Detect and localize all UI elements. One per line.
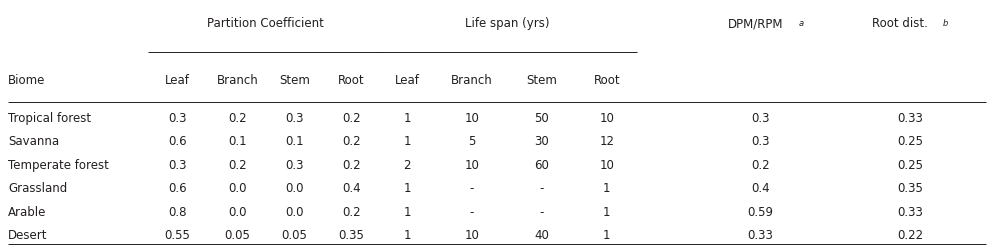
- Text: 0.2: 0.2: [229, 159, 247, 172]
- Text: 0.3: 0.3: [169, 159, 187, 172]
- Text: 0.25: 0.25: [897, 159, 923, 172]
- Text: 1: 1: [603, 182, 611, 195]
- Text: Savanna: Savanna: [8, 135, 59, 148]
- Text: -: -: [470, 206, 474, 219]
- Text: 0.4: 0.4: [751, 182, 769, 195]
- Text: -: -: [540, 182, 544, 195]
- Text: 0.2: 0.2: [342, 112, 360, 125]
- Text: Branch: Branch: [451, 74, 493, 87]
- Text: 0.05: 0.05: [225, 229, 250, 242]
- Text: 0.33: 0.33: [748, 229, 773, 242]
- Text: Stem: Stem: [527, 74, 557, 87]
- Text: 0.0: 0.0: [285, 206, 303, 219]
- Text: 1: 1: [403, 182, 411, 195]
- Text: 50: 50: [535, 112, 549, 125]
- Text: 0.2: 0.2: [342, 159, 360, 172]
- Text: 0.2: 0.2: [342, 135, 360, 148]
- Text: Temperate forest: Temperate forest: [8, 159, 109, 172]
- Text: 5: 5: [468, 135, 476, 148]
- Text: 0.22: 0.22: [897, 229, 923, 242]
- Text: 0.59: 0.59: [748, 206, 773, 219]
- Text: 0.33: 0.33: [897, 112, 923, 125]
- Text: a: a: [798, 19, 803, 28]
- Text: Arable: Arable: [8, 206, 46, 219]
- Text: 0.3: 0.3: [285, 159, 303, 172]
- Text: 0.3: 0.3: [285, 112, 303, 125]
- Text: 0.3: 0.3: [751, 112, 769, 125]
- Text: 0.25: 0.25: [897, 135, 923, 148]
- Text: 0.1: 0.1: [229, 135, 247, 148]
- Text: Root dist.: Root dist.: [872, 17, 928, 30]
- Text: 10: 10: [465, 112, 479, 125]
- Text: 0.35: 0.35: [338, 229, 364, 242]
- Text: 40: 40: [535, 229, 549, 242]
- Text: 1: 1: [603, 206, 611, 219]
- Text: 0.33: 0.33: [897, 206, 923, 219]
- Text: Desert: Desert: [8, 229, 48, 242]
- Text: 0.35: 0.35: [897, 182, 923, 195]
- Text: 30: 30: [535, 135, 549, 148]
- Text: 0.2: 0.2: [342, 206, 360, 219]
- Text: 10: 10: [600, 112, 614, 125]
- Text: -: -: [470, 182, 474, 195]
- Text: 0.1: 0.1: [285, 135, 303, 148]
- Text: 0.0: 0.0: [285, 182, 303, 195]
- Text: 2: 2: [403, 159, 411, 172]
- Text: 0.3: 0.3: [751, 135, 769, 148]
- Text: 0.8: 0.8: [169, 206, 187, 219]
- Text: Stem: Stem: [279, 74, 309, 87]
- Text: b: b: [943, 19, 948, 28]
- Text: 1: 1: [403, 229, 411, 242]
- Text: 0.6: 0.6: [169, 182, 187, 195]
- Text: DPM/RPM: DPM/RPM: [728, 17, 783, 30]
- Text: 0.2: 0.2: [751, 159, 769, 172]
- Text: 0.0: 0.0: [229, 206, 247, 219]
- Text: Leaf: Leaf: [166, 74, 190, 87]
- Text: 1: 1: [403, 112, 411, 125]
- Text: Grassland: Grassland: [8, 182, 67, 195]
- Text: Partition Coefficient: Partition Coefficient: [207, 17, 323, 30]
- Text: -: -: [540, 206, 544, 219]
- Text: 1: 1: [403, 135, 411, 148]
- Text: Root: Root: [594, 74, 620, 87]
- Text: 12: 12: [599, 135, 615, 148]
- Text: Branch: Branch: [217, 74, 258, 87]
- Text: 0.6: 0.6: [169, 135, 187, 148]
- Text: 10: 10: [600, 159, 614, 172]
- Text: Tropical forest: Tropical forest: [8, 112, 91, 125]
- Text: 60: 60: [535, 159, 549, 172]
- Text: 0.3: 0.3: [169, 112, 187, 125]
- Text: 0.4: 0.4: [342, 182, 360, 195]
- Text: Life span (yrs): Life span (yrs): [465, 17, 549, 30]
- Text: 1: 1: [403, 206, 411, 219]
- Text: Leaf: Leaf: [395, 74, 419, 87]
- Text: 0.0: 0.0: [229, 182, 247, 195]
- Text: 10: 10: [465, 159, 479, 172]
- Text: 10: 10: [465, 229, 479, 242]
- Text: 1: 1: [603, 229, 611, 242]
- Text: 0.2: 0.2: [229, 112, 247, 125]
- Text: 0.55: 0.55: [165, 229, 191, 242]
- Text: Biome: Biome: [8, 74, 45, 87]
- Text: Root: Root: [338, 74, 364, 87]
- Text: 0.05: 0.05: [281, 229, 307, 242]
